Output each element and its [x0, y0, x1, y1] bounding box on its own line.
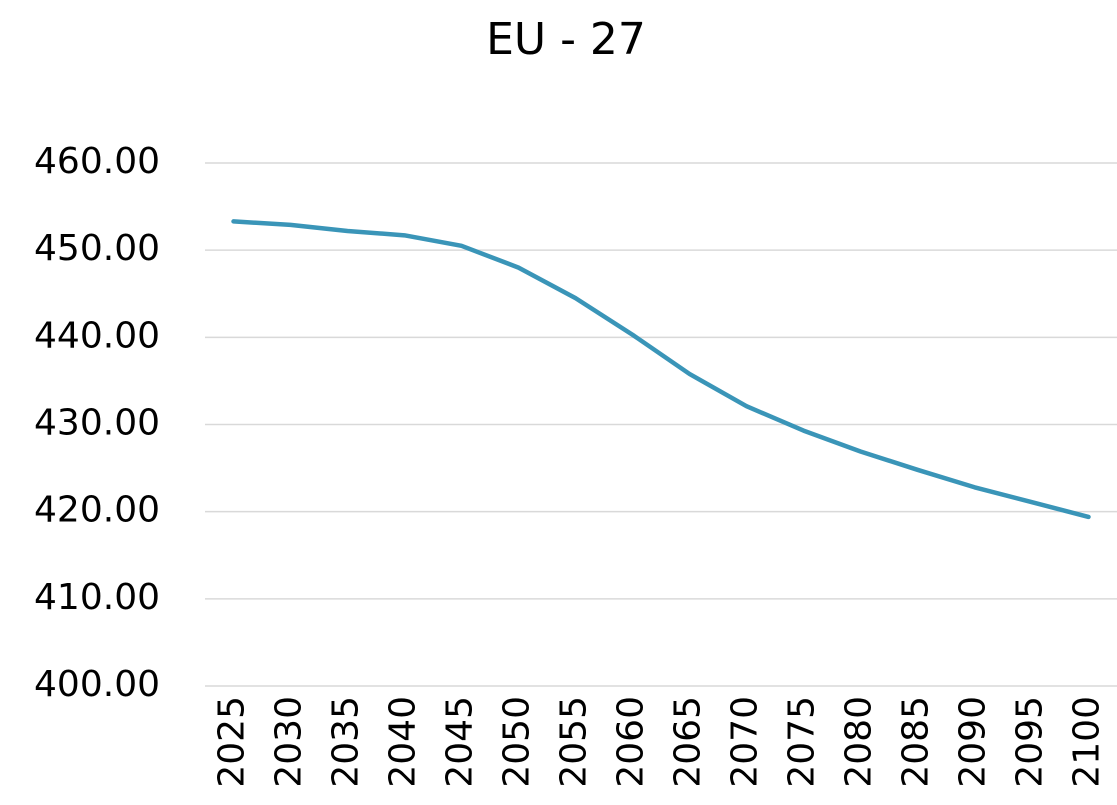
- y-tick-label: 410.00: [34, 577, 160, 618]
- x-tick-label: 2050: [497, 696, 538, 788]
- y-tick-label: 440.00: [34, 315, 160, 356]
- x-tick-label: 2080: [839, 696, 880, 788]
- x-tick-label: 2065: [668, 696, 709, 788]
- x-tick-label: 2030: [269, 696, 310, 788]
- x-tick-label: 2060: [611, 696, 652, 788]
- x-tick-label: 2040: [383, 696, 424, 788]
- x-tick-label: 2025: [212, 696, 253, 788]
- y-tick-label: 460.00: [34, 141, 160, 182]
- y-tick-label: 420.00: [34, 490, 160, 531]
- line-series: [231, 219, 1091, 520]
- y-tick-label: 400.00: [34, 664, 160, 705]
- x-tick-label: 2095: [1010, 696, 1051, 788]
- x-tick-label: 2100: [1067, 696, 1108, 788]
- x-tick-label: 2045: [440, 696, 481, 788]
- y-tick-label: 430.00: [34, 403, 160, 444]
- x-tick-label: 2085: [896, 696, 937, 788]
- x-tick-label: 2055: [554, 696, 595, 788]
- x-tick-label: 2075: [782, 696, 823, 788]
- chart-title: EU - 27: [486, 14, 646, 65]
- y-tick-label: 450.00: [34, 228, 160, 269]
- x-tick-label: 2090: [953, 696, 994, 788]
- x-tick-label: 2035: [326, 696, 367, 788]
- x-tick-label: 2070: [725, 696, 766, 788]
